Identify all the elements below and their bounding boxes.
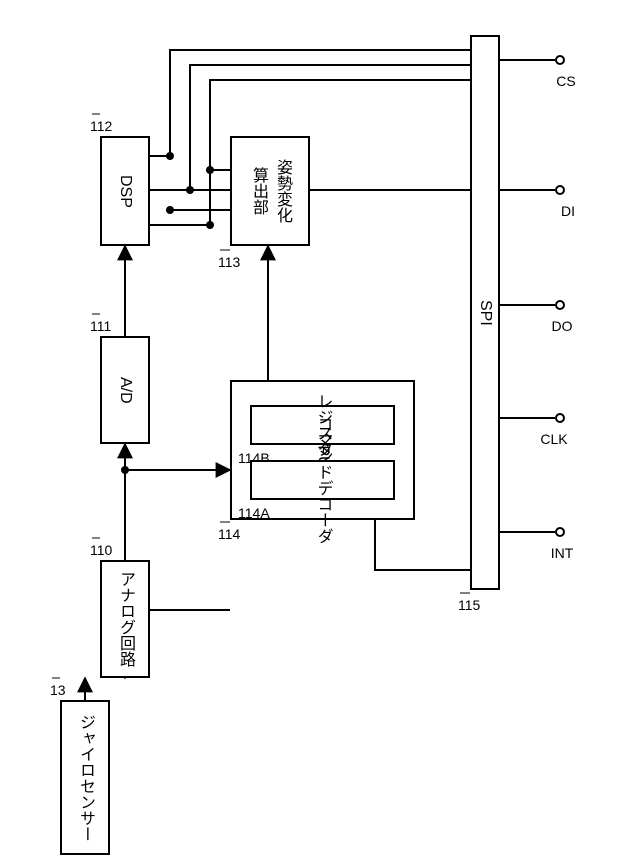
- pin-label-int: INT: [551, 545, 574, 561]
- junction-dot: [206, 166, 214, 174]
- block-spi: SPI: [470, 35, 500, 590]
- ref-analog: 110: [90, 542, 112, 558]
- terminal-do: [555, 300, 565, 310]
- ref-posture: 113: [218, 254, 240, 270]
- diagram-canvas: ジャイロセンサー 13 アナログ回路110 A/D 111 DSP 112 姿勢変化 算出部 1…: [0, 0, 640, 858]
- block-decoder: コマンドデコーダ: [250, 460, 395, 500]
- wire-dsp-bus3: [150, 80, 470, 225]
- junction-dot: [121, 466, 129, 474]
- terminal-cs: [555, 55, 565, 65]
- block-label: DSP: [116, 175, 134, 208]
- pin-label-do: DO: [552, 318, 573, 334]
- ref-dsp: 112: [90, 118, 112, 134]
- block-ad: A/D: [100, 336, 150, 444]
- ref-mpu: 114: [218, 526, 240, 542]
- block-label: A/D: [116, 377, 134, 404]
- terminal-clk: [555, 413, 565, 423]
- ref-gyro: 13: [50, 682, 66, 698]
- junction-dot: [186, 186, 194, 194]
- wire-mpu-to-spi-bot: [375, 520, 470, 570]
- ref-decoder: 114A: [238, 505, 270, 521]
- pin-label-cs: CS: [556, 73, 575, 89]
- pin-label-di: DI: [561, 203, 575, 219]
- terminal-int: [555, 527, 565, 537]
- block-label: 姿勢変化 算出部: [246, 159, 294, 223]
- block-label: SPI: [476, 300, 494, 326]
- pin-label-clk: CLK: [540, 431, 567, 447]
- block-label: コマンドデコーダ: [311, 416, 335, 544]
- junction-dot: [166, 152, 174, 160]
- junction-dot: [166, 206, 174, 214]
- ref-spi: 115: [458, 597, 480, 613]
- junction-dot: [206, 221, 214, 229]
- block-dsp: DSP: [100, 136, 150, 246]
- ref-ad: 111: [90, 318, 111, 334]
- block-posture: 姿勢変化 算出部: [230, 136, 310, 246]
- block-label: アナログ回路: [113, 571, 137, 667]
- block-analog: アナログ回路: [100, 560, 150, 678]
- terminal-di: [555, 185, 565, 195]
- block-label: ジャイロセンサー: [73, 714, 97, 842]
- wire-dsp-bus2: [150, 65, 470, 190]
- block-gyro: ジャイロセンサー: [60, 700, 110, 855]
